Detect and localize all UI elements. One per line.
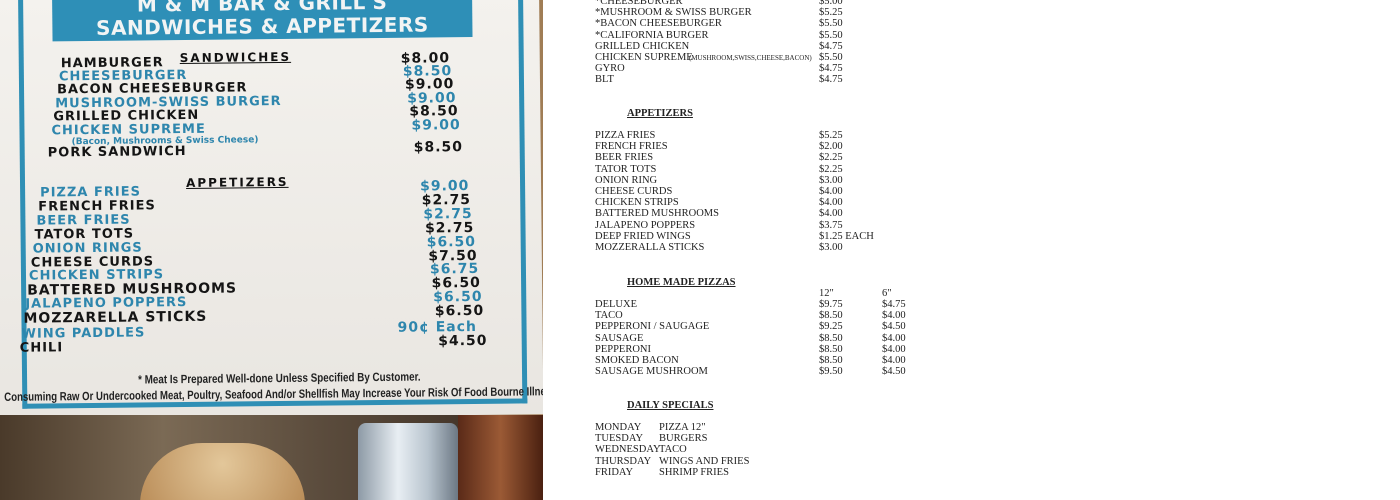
doc-price: $4.75	[819, 74, 843, 86]
bottle-image	[458, 415, 543, 500]
doc-large: $9.25	[819, 321, 843, 333]
doc-price: $2.25	[819, 152, 843, 164]
doc-name: MOZZERALLA STICKS	[595, 242, 705, 253]
doc-small: $4.75	[882, 299, 906, 310]
menu-item-price: $9.00	[411, 117, 461, 134]
doc-specials-heading: DAILY SPECIALS	[627, 400, 714, 411]
menu-item-price: $6.50	[434, 302, 485, 320]
doc-small: $4.00	[882, 332, 906, 344]
menu-item-price: $8.50	[413, 139, 464, 156]
doc-large: $8.50	[819, 332, 843, 344]
doc-large: $8.50	[819, 355, 843, 366]
doc-price: $3.00	[819, 242, 843, 253]
doc-small: $4.00	[882, 355, 906, 366]
doc-name: JALAPENO POPPERS	[595, 219, 696, 231]
menu-item-name: WING PADDLES	[21, 325, 146, 342]
doc-name: *CHEESEBURGER	[595, 0, 683, 7]
doc-item-note: (MUSHROOM,SWISS,CHEESE,BACON)	[689, 54, 812, 62]
doc-name: *MUSHROOM & SWISS BURGER	[595, 7, 752, 19]
menu-item-price: $6.50	[426, 233, 477, 251]
doc-price: $3.75	[819, 219, 843, 231]
doc-dish: PIZZA 12"	[659, 422, 706, 433]
doc-name: DEEP FRIED WINGS	[595, 230, 691, 242]
doc-name: TACO	[595, 310, 623, 322]
doc-large: $8.50	[819, 310, 843, 322]
doc-name: *BACON CHEESEBURGER	[595, 18, 722, 30]
doc-name: CHICKEN STRIPS	[595, 197, 679, 209]
burger-image	[140, 443, 305, 500]
menu-item-name: CHILI	[19, 340, 64, 356]
doc-name: BLT	[595, 74, 614, 86]
doc-name: BEER FRIES	[595, 152, 654, 164]
doc-name: ONION RING	[595, 174, 658, 186]
doc-small: $4.50	[882, 321, 906, 333]
doc-day: FRIDAY	[595, 466, 634, 478]
doc-name: CHEESE CURDS	[595, 186, 673, 197]
doc-name: *CALIFORNIA BURGER	[595, 29, 709, 41]
doc-name: SAUSAGE MUSHROOM	[595, 366, 708, 378]
doc-price: $2.00	[819, 141, 843, 153]
doc-price: $4.00	[819, 208, 843, 220]
doc-price: $5.25	[819, 130, 843, 141]
menu-item-name: PORK SANDWICH	[47, 143, 187, 161]
doc-large: $9.75	[819, 299, 843, 310]
doc-name: PEPPERONI	[595, 343, 652, 355]
doc-price: $5.25	[819, 7, 843, 19]
doc-name: GYRO	[595, 63, 625, 75]
menu-paper: M & M BAR & GRILL'S SANDWICHES & APPETIZ…	[0, 0, 543, 420]
doc-day: WEDNESDAY	[595, 444, 661, 456]
appetizers-heading: APPETIZERS	[185, 174, 289, 190]
doc-dish: WINGS AND FRIES	[659, 455, 750, 467]
doc-price: $5.50	[819, 18, 843, 30]
doc-name: BATTERED MUSHROOMS	[595, 208, 719, 220]
doc-name: PEPPERONI / SAUGAGE	[595, 321, 710, 333]
doc-dish: BURGERS	[659, 433, 708, 445]
doc-name: GRILLED CHICKEN	[595, 40, 690, 52]
doc-day: THURSDAY	[595, 455, 652, 467]
doc-price: $5.50	[819, 52, 843, 63]
doc-price: $4.75	[819, 40, 843, 52]
doc-name: CHICKEN SUPREME	[595, 52, 693, 63]
doc-price: $2.25	[819, 163, 843, 175]
doc-price: $4.75	[819, 63, 843, 75]
doc-name: DELUXE	[595, 299, 637, 310]
beer-can-image	[358, 423, 458, 500]
doc-name: TATOR TOTS	[595, 163, 657, 175]
doc-name: FRENCH FRIES	[595, 141, 668, 153]
menu-item-price: $2.75	[424, 219, 475, 237]
menu-document: *CHEESEBURGER $5.00 *MUSHROOM & SWISS BURG…	[543, 0, 1400, 500]
doc-price: $4.00	[819, 197, 843, 209]
doc-price: $1.25 EACH	[819, 230, 874, 242]
doc-day: TUESDAY	[595, 433, 644, 445]
menu-photo: M & M BAR & GRILL'S SANDWICHES & APPETIZ…	[0, 0, 543, 500]
menu-title-banner: M & M BAR & GRILL'S SANDWICHES & APPETIZ…	[51, 0, 473, 42]
doc-small: $4.50	[882, 366, 906, 378]
pizza-size-small: 6"	[882, 288, 892, 299]
pizza-size-large: 12"	[819, 288, 834, 299]
sandwiches-heading: SANDWICHES	[179, 49, 292, 66]
doc-price: $4.00	[819, 186, 843, 197]
doc-large: $9.50	[819, 366, 843, 378]
doc-small: $4.00	[882, 343, 906, 355]
doc-name: SAUSAGE	[595, 332, 644, 344]
doc-price: $5.00	[819, 0, 843, 7]
doc-price: $3.00	[819, 174, 843, 186]
doc-name: SMOKED BACON	[595, 355, 679, 366]
doc-name: PIZZA FRIES	[595, 130, 656, 141]
doc-dish: SHRIMP FRIES	[659, 466, 729, 478]
menu-subtitle: SANDWICHES & APPETIZERS	[95, 12, 429, 40]
doc-large: $8.50	[819, 343, 843, 355]
menu-item-name: MOZZARELLA STICKS	[23, 308, 208, 327]
menu-item-price: $4.50	[438, 332, 488, 350]
doc-day: MONDAY	[595, 422, 642, 433]
doc-small: $4.00	[882, 310, 906, 322]
doc-price: $5.50	[819, 29, 843, 41]
doc-appetizers-heading: APPETIZERS	[627, 108, 693, 119]
footnote: * Meat Is Prepared Well-done Unless Spec…	[138, 369, 421, 387]
food-photo	[0, 415, 543, 500]
doc-pizzas-heading: HOME MADE PIZZAS	[627, 277, 736, 288]
doc-dish: TACO	[659, 444, 687, 456]
